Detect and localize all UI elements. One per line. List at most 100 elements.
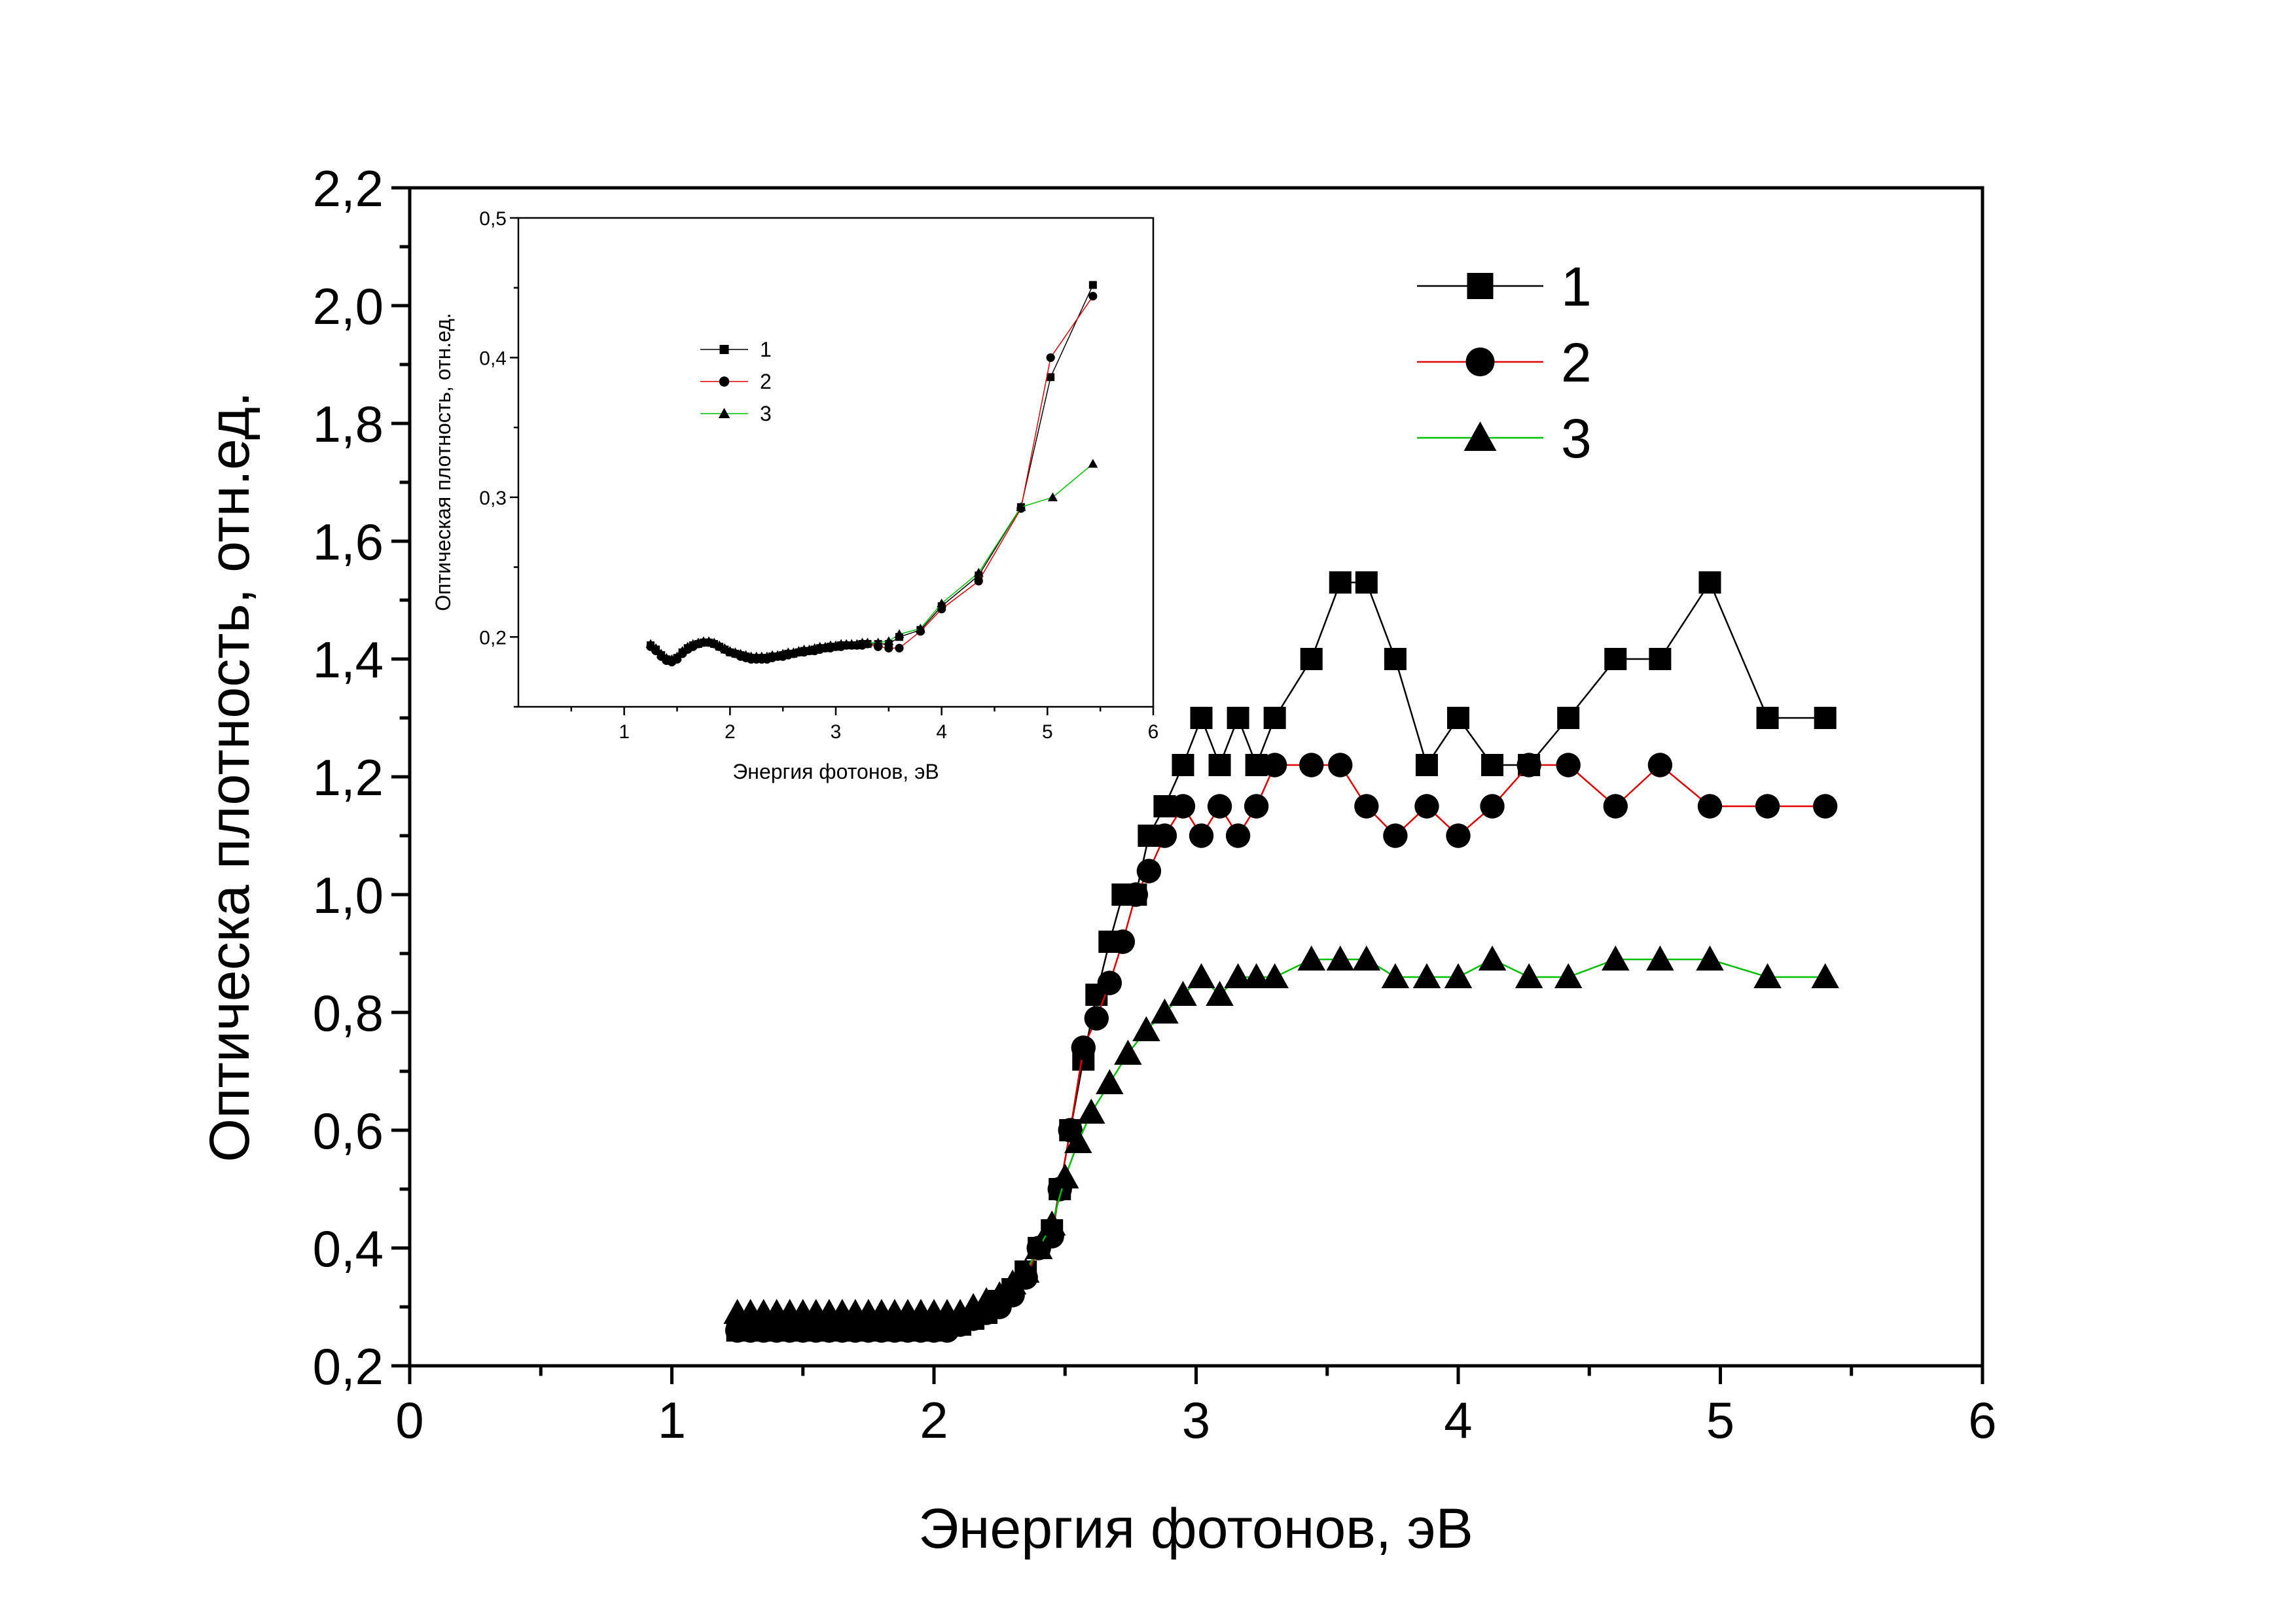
main-series-3-point <box>1169 980 1197 1006</box>
main-y-axis-label: Оптическа плотность, отн.ед. <box>198 391 261 1162</box>
main-series-1-point <box>1329 571 1352 594</box>
main-series-3-point <box>1753 963 1782 988</box>
main-series-2-point <box>1207 794 1232 819</box>
main-series-2-point <box>1225 823 1251 848</box>
main-series-2-point <box>1071 1035 1096 1060</box>
inset-legend-item-2: 2 <box>700 370 772 393</box>
main-x-tick-label: 1 <box>658 1391 686 1449</box>
inset-axis-ticks: 1 2 3 4 5 6 0,2 0,3 0,4 0,5 <box>479 208 1158 743</box>
main-legend-label: 3 <box>1561 408 1592 469</box>
main-series-2-point <box>1299 753 1324 777</box>
main-series-2 <box>725 753 1838 1343</box>
main-series-group <box>723 571 1839 1343</box>
main-series-3-point <box>1326 945 1355 971</box>
inset-series-3-point <box>651 643 661 652</box>
main-series-2-point <box>1189 823 1214 848</box>
main-series-1-point <box>1300 648 1323 670</box>
main-series-3-point <box>1696 945 1724 971</box>
inset-y-tick-label: 0,2 <box>479 627 507 649</box>
main-series-2-point <box>1354 794 1379 819</box>
main-legend-label: 1 <box>1561 256 1592 317</box>
inset-y-axis-label: Оптическая плотность, отн.ед. <box>431 313 455 611</box>
main-series-3-point <box>1037 1210 1066 1236</box>
main-legend-item-1: 1 <box>1417 256 1592 317</box>
main-series-2-point <box>1136 859 1162 883</box>
inset-series-2-point <box>895 643 904 652</box>
main-series-3-point <box>1132 1016 1160 1041</box>
main-series-1-point <box>1557 707 1580 729</box>
main-series-3-point <box>1554 963 1583 988</box>
main-series-1-point <box>1756 707 1779 729</box>
main-chart: 0 1 2 3 4 5 6 0,2 0,4 0,6 0,8 1,0 1,2 1,4 1,6 1,8 2,0 2,2… <box>198 160 1997 1560</box>
main-y-tick-label: 1,6 <box>313 513 384 571</box>
inset-x-tick-label: 5 <box>1042 721 1053 743</box>
inset-series-3-point <box>656 649 666 658</box>
main-series-2-point <box>1446 823 1471 848</box>
main-x-axis-label: Энергия фотонов, эВ <box>918 1497 1473 1560</box>
main-legend-item-3: 3 <box>1417 408 1592 469</box>
inset-legend-label: 1 <box>760 338 772 361</box>
main-series-3-point <box>1352 945 1381 971</box>
main-series-3-point <box>1646 945 1674 971</box>
inset-series-2-point <box>974 577 983 586</box>
main-legend-marker <box>1465 348 1495 376</box>
inset-series-3-point <box>973 567 984 577</box>
inset-x-axis-label: Энергия фотонов, эВ <box>732 760 939 783</box>
main-series-2-point <box>1170 794 1196 819</box>
inset-series-3-point <box>683 641 693 651</box>
main-series-2-point <box>1328 753 1353 777</box>
inset-series-3-point <box>894 629 905 639</box>
main-series-3 <box>723 945 1839 1324</box>
main-series-2-point <box>1110 929 1136 954</box>
main-series-3-point <box>1515 963 1543 988</box>
main-series-3-point <box>1412 963 1441 988</box>
main-series-3-point <box>1114 1039 1142 1065</box>
main-series-2-point <box>1414 794 1439 819</box>
main-y-tick-label: 0,4 <box>313 1220 384 1277</box>
inset-series-3-point <box>863 637 872 647</box>
main-series-1-point <box>1447 707 1469 729</box>
inset-legend: 1 2 3 <box>700 338 772 425</box>
main-series-1-point <box>1814 707 1837 729</box>
main-series-3-point <box>1064 1128 1092 1153</box>
inset-background <box>518 216 1153 707</box>
main-series-2-point <box>1755 794 1780 819</box>
main-series-3-point <box>1381 963 1410 988</box>
main-series-1-point <box>1649 648 1672 670</box>
inset-series-3-point <box>666 654 677 664</box>
inset-series-3-point <box>719 643 730 652</box>
inset-legend-label: 3 <box>760 402 772 425</box>
inset-series-3-point <box>1088 459 1098 468</box>
main-series-1-point <box>1172 754 1194 776</box>
main-series-2-point <box>1123 882 1149 907</box>
inset-series-2-point <box>884 643 893 652</box>
main-y-tick-label: 2,0 <box>313 277 384 335</box>
inset-legend-item-1: 1 <box>700 338 772 361</box>
inset-x-tick-label: 6 <box>1148 721 1159 743</box>
inset-y-tick-label: 0,3 <box>479 488 507 509</box>
main-series-1-point <box>1208 754 1231 776</box>
main-series-1-point <box>1415 754 1438 776</box>
main-series-2-point <box>1152 823 1177 848</box>
main-series-1-point <box>1227 707 1249 729</box>
main-series-3-point <box>1811 963 1839 988</box>
main-series-2-point <box>1647 753 1673 777</box>
main-series-3-point <box>1024 1234 1053 1259</box>
inset-series-3-point <box>677 646 688 655</box>
inset-series-2-point <box>1046 353 1055 363</box>
inset-x-tick-label: 2 <box>725 721 736 743</box>
main-series-1-point <box>1355 571 1378 594</box>
inset-series-3-point <box>937 598 947 608</box>
main-series-1-point <box>1481 754 1504 776</box>
main-series-1-point <box>1263 707 1286 729</box>
main-series-2-point <box>1097 971 1122 995</box>
inset-series-3-point <box>709 637 719 647</box>
main-series-3-point <box>1242 963 1270 988</box>
inset-series-3-point <box>672 651 682 661</box>
main-series-3-point <box>1077 1098 1105 1124</box>
main-series-3-point <box>1261 963 1289 988</box>
inset-series-3 <box>645 459 1098 664</box>
main-y-tick-label: 1,4 <box>313 631 384 688</box>
main-series-2-point <box>1480 794 1505 819</box>
